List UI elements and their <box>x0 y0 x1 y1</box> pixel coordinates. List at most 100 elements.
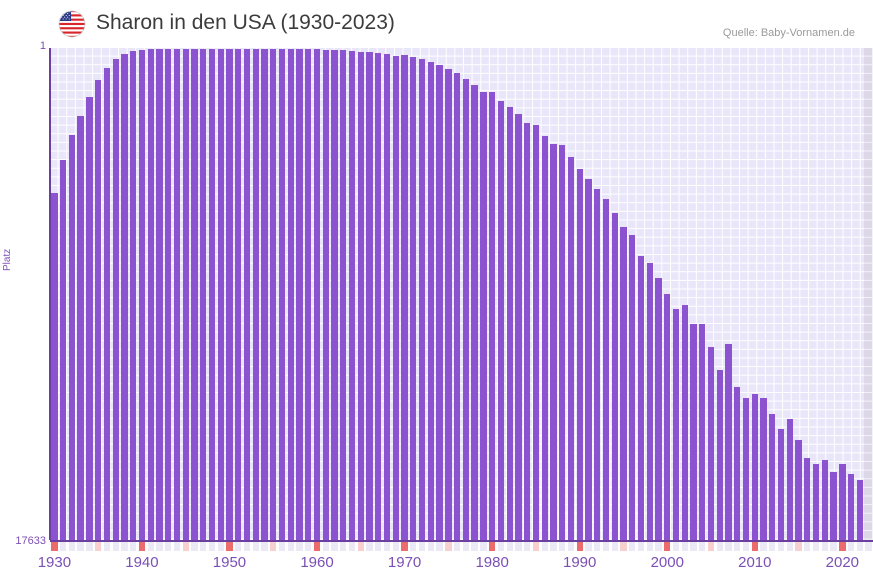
bar-2004[interactable] <box>699 324 706 540</box>
bar-1957[interactable] <box>287 49 294 540</box>
bar-1936[interactable] <box>103 67 111 540</box>
bar-1992[interactable] <box>594 188 601 540</box>
bar-2001[interactable] <box>672 308 680 540</box>
bar-1990[interactable] <box>576 169 583 540</box>
bar-2013[interactable] <box>777 428 785 540</box>
bar-2022[interactable] <box>856 480 863 540</box>
bar-1994[interactable] <box>611 212 618 540</box>
bar-1964[interactable] <box>348 50 356 540</box>
bar-1985[interactable] <box>532 125 540 540</box>
bar-1937[interactable] <box>112 58 119 540</box>
bar-1971[interactable] <box>410 56 417 540</box>
bar-1951[interactable] <box>235 49 242 540</box>
bar-2006[interactable] <box>716 370 723 540</box>
bar-2005[interactable] <box>707 346 715 540</box>
bar-1932[interactable] <box>68 135 76 540</box>
x-tick-1935 <box>95 542 102 551</box>
bar-1959[interactable] <box>305 49 312 540</box>
x-tick-1971 <box>410 542 417 551</box>
bar-1953[interactable] <box>252 49 259 540</box>
bar-1962[interactable] <box>331 49 338 540</box>
bar-1942[interactable] <box>156 48 163 540</box>
bar-1952[interactable] <box>243 49 251 540</box>
bar-1983[interactable] <box>515 113 522 540</box>
bar-2018[interactable] <box>821 459 828 540</box>
bar-1934[interactable] <box>86 96 93 540</box>
bar-2010[interactable] <box>751 393 758 540</box>
bar-1938[interactable] <box>121 53 128 540</box>
bar-1981[interactable] <box>497 101 505 540</box>
bar-1965[interactable] <box>357 51 364 540</box>
bar-1972[interactable] <box>418 59 426 540</box>
bar-1944[interactable] <box>173 48 181 540</box>
bar-1986[interactable] <box>541 135 548 540</box>
bar-1930[interactable] <box>51 192 58 540</box>
bar-1973[interactable] <box>427 61 434 540</box>
bar-2000[interactable] <box>664 293 671 540</box>
bar-1963[interactable] <box>340 50 347 540</box>
bar-1935[interactable] <box>95 79 102 540</box>
bar-1941[interactable] <box>147 49 154 540</box>
x-tick-1952 <box>243 542 251 551</box>
bar-1987[interactable] <box>550 144 557 540</box>
bar-1967[interactable] <box>375 53 382 540</box>
bar-1991[interactable] <box>585 179 592 540</box>
bar-1949[interactable] <box>217 49 224 540</box>
bar-2020[interactable] <box>839 463 846 540</box>
bar-1984[interactable] <box>524 123 531 540</box>
bar-1940[interactable] <box>138 49 146 540</box>
bar-1947[interactable] <box>200 48 207 540</box>
bar-1933[interactable] <box>77 115 84 540</box>
bar-1950[interactable] <box>226 49 233 540</box>
bar-2017[interactable] <box>812 463 820 540</box>
bar-1946[interactable] <box>191 48 198 540</box>
bar-2009[interactable] <box>742 398 750 540</box>
bar-1999[interactable] <box>655 278 662 540</box>
bar-1982[interactable] <box>506 107 513 540</box>
bar-1993[interactable] <box>602 198 610 540</box>
bar-2015[interactable] <box>795 440 802 540</box>
bar-1995[interactable] <box>620 226 627 540</box>
bar-1948[interactable] <box>208 49 216 540</box>
bar-1997[interactable] <box>637 255 645 540</box>
bar-1980[interactable] <box>488 92 496 540</box>
bar-1954[interactable] <box>261 49 268 540</box>
bar-1931[interactable] <box>59 160 67 540</box>
bar-2011[interactable] <box>760 398 767 540</box>
bar-1996[interactable] <box>629 234 636 540</box>
bar-1976[interactable] <box>453 73 461 540</box>
bar-1961[interactable] <box>322 49 329 540</box>
bar-2016[interactable] <box>804 458 811 540</box>
bar-1939[interactable] <box>130 51 137 540</box>
bar-1998[interactable] <box>646 262 653 540</box>
x-tick-2008 <box>734 542 741 551</box>
bar-1974[interactable] <box>436 64 443 540</box>
bar-1943[interactable] <box>165 48 172 540</box>
bar-1960[interactable] <box>313 49 321 540</box>
x-axis-label-2010: 2010 <box>738 554 772 571</box>
bar-2019[interactable] <box>830 472 837 540</box>
bar-2014[interactable] <box>786 419 793 540</box>
bar-2002[interactable] <box>681 304 688 540</box>
bar-1968[interactable] <box>383 54 391 540</box>
x-tick-2004 <box>699 542 706 551</box>
bar-1989[interactable] <box>567 156 575 540</box>
bar-1970[interactable] <box>401 54 408 540</box>
bar-1977[interactable] <box>462 78 470 540</box>
x-tick-1983 <box>515 542 522 551</box>
bar-1958[interactable] <box>296 49 303 540</box>
bar-2008[interactable] <box>734 387 741 540</box>
bar-2003[interactable] <box>690 324 697 540</box>
bar-1979[interactable] <box>480 91 487 540</box>
bar-2007[interactable] <box>725 343 732 540</box>
bar-1975[interactable] <box>445 68 452 540</box>
bar-1966[interactable] <box>366 52 373 540</box>
bar-1945[interactable] <box>182 48 189 540</box>
bar-1956[interactable] <box>278 49 286 540</box>
bar-1988[interactable] <box>559 144 566 540</box>
bar-1978[interactable] <box>471 84 478 540</box>
bar-1955[interactable] <box>270 49 277 540</box>
bar-2021[interactable] <box>847 473 855 540</box>
bar-2012[interactable] <box>769 413 776 540</box>
bar-1969[interactable] <box>392 55 399 540</box>
